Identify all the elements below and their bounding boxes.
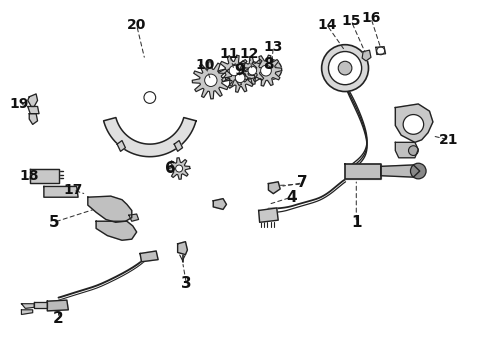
Polygon shape xyxy=(178,242,187,255)
Text: 7: 7 xyxy=(297,175,308,190)
Circle shape xyxy=(377,47,385,55)
Circle shape xyxy=(261,65,271,76)
Text: 17: 17 xyxy=(64,183,83,197)
Polygon shape xyxy=(44,186,78,197)
Polygon shape xyxy=(88,196,132,222)
Polygon shape xyxy=(48,300,68,311)
Circle shape xyxy=(262,60,282,79)
Circle shape xyxy=(409,146,418,156)
Polygon shape xyxy=(219,55,250,86)
Text: 13: 13 xyxy=(264,40,283,54)
Polygon shape xyxy=(395,142,418,158)
Polygon shape xyxy=(239,57,266,84)
Text: 19: 19 xyxy=(10,97,29,111)
Circle shape xyxy=(235,73,245,83)
Circle shape xyxy=(229,66,239,76)
Polygon shape xyxy=(174,140,182,151)
Polygon shape xyxy=(376,46,386,54)
Text: 21: 21 xyxy=(439,133,459,147)
Circle shape xyxy=(175,165,183,172)
Polygon shape xyxy=(22,310,33,315)
Circle shape xyxy=(267,65,277,75)
Polygon shape xyxy=(28,107,39,114)
Circle shape xyxy=(328,51,362,85)
Text: 20: 20 xyxy=(127,18,147,32)
Polygon shape xyxy=(395,104,433,142)
Polygon shape xyxy=(117,140,125,151)
Polygon shape xyxy=(140,251,158,262)
Polygon shape xyxy=(345,164,381,179)
Text: 18: 18 xyxy=(20,169,39,183)
Text: 3: 3 xyxy=(181,276,192,292)
Polygon shape xyxy=(225,63,255,92)
Text: 14: 14 xyxy=(317,18,337,32)
Text: 11: 11 xyxy=(220,47,239,61)
Text: 2: 2 xyxy=(53,311,64,325)
Polygon shape xyxy=(129,214,139,221)
Polygon shape xyxy=(34,302,48,309)
Polygon shape xyxy=(269,182,280,194)
Circle shape xyxy=(321,45,368,91)
Polygon shape xyxy=(169,158,190,179)
Polygon shape xyxy=(30,168,58,183)
Polygon shape xyxy=(362,50,371,61)
Circle shape xyxy=(205,74,217,86)
Text: 4: 4 xyxy=(286,190,296,205)
Circle shape xyxy=(248,66,257,75)
Text: 16: 16 xyxy=(361,11,381,25)
Polygon shape xyxy=(96,221,137,240)
Polygon shape xyxy=(250,55,282,86)
Ellipse shape xyxy=(403,114,424,134)
Circle shape xyxy=(144,92,156,103)
Polygon shape xyxy=(192,62,229,99)
Polygon shape xyxy=(381,165,420,177)
Polygon shape xyxy=(22,304,34,309)
Text: 15: 15 xyxy=(342,14,361,28)
Polygon shape xyxy=(103,118,196,157)
Polygon shape xyxy=(259,208,278,222)
Text: 5: 5 xyxy=(49,215,59,230)
Circle shape xyxy=(411,163,426,179)
Text: 6: 6 xyxy=(166,161,176,176)
Text: 1: 1 xyxy=(351,215,362,230)
Text: 9: 9 xyxy=(234,63,245,78)
Text: 12: 12 xyxy=(239,47,259,61)
Polygon shape xyxy=(29,114,38,125)
Text: 8: 8 xyxy=(263,57,274,72)
Polygon shape xyxy=(213,199,226,210)
Circle shape xyxy=(338,61,352,75)
Polygon shape xyxy=(28,94,38,107)
Text: 10: 10 xyxy=(196,58,215,72)
